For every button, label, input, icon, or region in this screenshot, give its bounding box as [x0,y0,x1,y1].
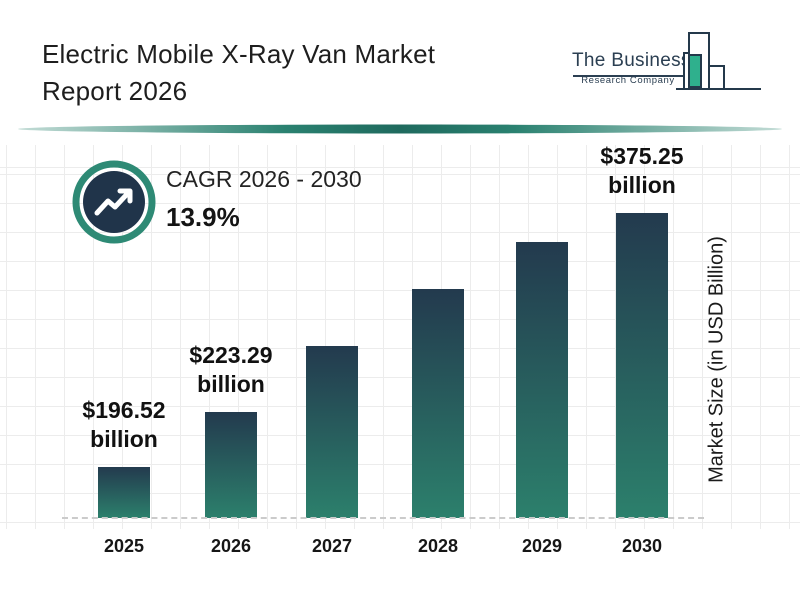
cagr-text: CAGR 2026 - 2030 13.9% [166,166,362,233]
header-divider [18,124,782,134]
cagr-badge [72,160,156,244]
trend-up-icon [94,188,133,216]
logo-wordmark: The Business Research Company [572,50,691,86]
bar-2025 [98,467,150,518]
bar-value-label-2025: $196.52 billion [82,397,166,452]
x-axis-line [62,517,704,519]
page-title-line2: Report 2026 [42,76,188,106]
cagr-label: CAGR 2026 - 2030 [166,166,362,192]
logo-bar-chart-icon [676,32,761,90]
page-title: Electric Mobile X-Ray Van Market Report … [42,36,522,110]
page-title-line1: Electric Mobile X-Ray Van Market [42,39,436,69]
bar-2029 [516,242,568,518]
y-axis-title: Market Size (in USD Billion) [705,236,728,483]
logo-subname: Research Company [581,75,675,86]
bar-2026 [205,412,257,518]
bar-2028 [412,289,464,518]
x-axis-label-2025: 2025 [103,536,145,556]
logo-underline [573,75,684,77]
bar-2030 [616,213,668,518]
x-axis-label-2028: 2028 [417,536,459,556]
x-axis-label-2029: 2029 [521,536,563,556]
x-axis-label-2030: 2030 [621,536,663,556]
logo-name: The Business [572,50,691,71]
cagr-value: 13.9% [166,202,240,232]
bar-value-label-2026: $223.29 billion [189,342,273,397]
bar-2027 [306,346,358,518]
x-axis-label-2027: 2027 [311,536,353,556]
x-axis-label-2026: 2026 [210,536,252,556]
company-logo: The Business Research Company [560,30,770,100]
bar-value-label-2030: $375.25 billion [600,143,684,198]
